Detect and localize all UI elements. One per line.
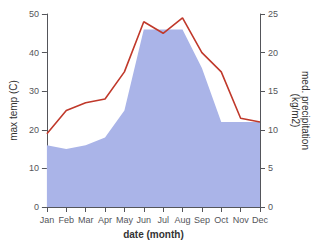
svg-text:Nov: Nov bbox=[233, 215, 250, 225]
svg-text:Mar: Mar bbox=[78, 215, 94, 225]
svg-text:10: 10 bbox=[268, 125, 278, 135]
svg-text:med. precipitation: med. precipitation bbox=[299, 71, 311, 150]
svg-text:Jan: Jan bbox=[40, 215, 55, 225]
svg-text:Aug: Aug bbox=[175, 215, 191, 225]
svg-text:max temp (C): max temp (C) bbox=[8, 80, 19, 141]
svg-text:Jun: Jun bbox=[137, 215, 152, 225]
svg-text:Feb: Feb bbox=[59, 215, 75, 225]
svg-text:40: 40 bbox=[29, 48, 39, 58]
svg-text:Sep: Sep bbox=[194, 215, 210, 225]
svg-text:Apr: Apr bbox=[98, 215, 112, 225]
svg-text:Oct: Oct bbox=[214, 215, 229, 225]
svg-text:Jul: Jul bbox=[157, 215, 169, 225]
svg-text:20: 20 bbox=[268, 48, 278, 58]
svg-text:15: 15 bbox=[268, 86, 278, 96]
svg-text:25: 25 bbox=[268, 9, 278, 19]
svg-text:May: May bbox=[116, 215, 134, 225]
svg-text:Dec: Dec bbox=[252, 215, 269, 225]
svg-text:0: 0 bbox=[268, 202, 273, 212]
svg-text:50: 50 bbox=[29, 9, 39, 19]
svg-text:30: 30 bbox=[29, 86, 39, 96]
svg-text:0: 0 bbox=[34, 202, 39, 212]
svg-text:date (month): date (month) bbox=[123, 229, 184, 240]
svg-text:5: 5 bbox=[268, 163, 273, 173]
svg-text:(kg/m2): (kg/m2) bbox=[290, 94, 301, 128]
svg-text:20: 20 bbox=[29, 125, 39, 135]
svg-text:10: 10 bbox=[29, 163, 39, 173]
